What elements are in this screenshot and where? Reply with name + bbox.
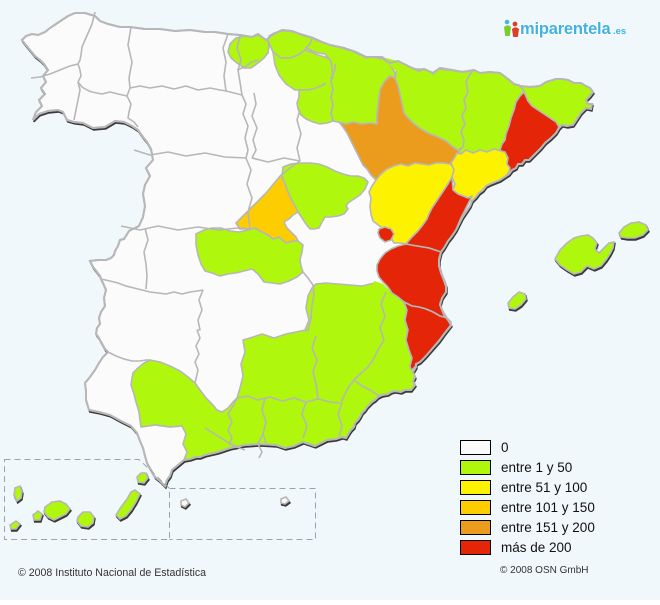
svg-text:.es: .es: [613, 26, 626, 37]
svg-text:entre 151 y 200: entre 151 y 200: [501, 520, 595, 535]
svg-text:entre 51 y 100: entre 51 y 100: [501, 480, 587, 495]
svg-text:© 2008 OSN GmbH: © 2008 OSN GmbH: [500, 565, 589, 576]
svg-text:© 2008 Instituto Nacional de E: © 2008 Instituto Nacional de Estadística: [18, 567, 206, 579]
svg-text:entre 101 y 150: entre 101 y 150: [501, 500, 595, 515]
svg-text:miparentela: miparentela: [520, 20, 611, 38]
svg-text:entre 1 y 50: entre 1 y 50: [501, 460, 572, 475]
svg-text:0: 0: [501, 440, 509, 455]
svg-text:más de 200: más de 200: [501, 540, 572, 555]
